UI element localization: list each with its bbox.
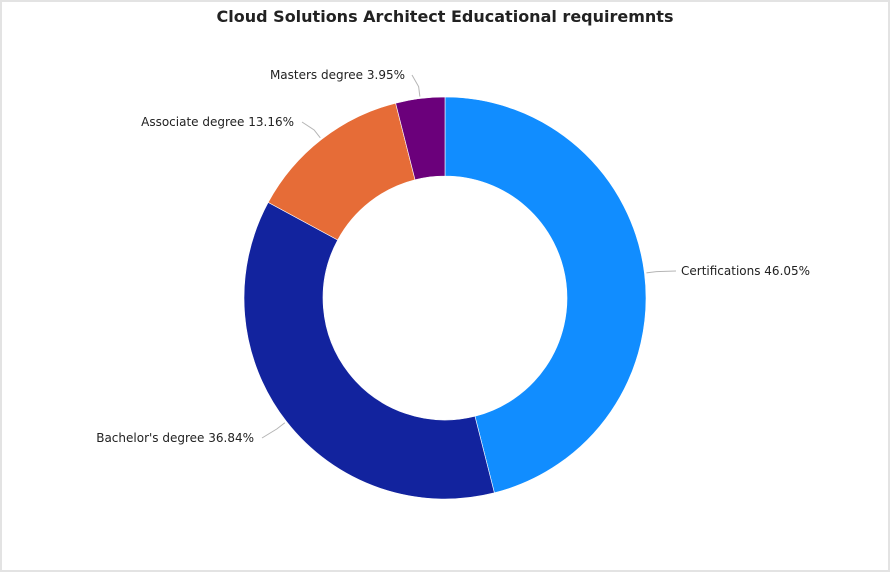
leader-line-1: [261, 422, 286, 439]
slice-3[interactable]: [395, 96, 446, 181]
leader-line-0: [646, 270, 677, 274]
slice-label-2: Associate degree 13.16%: [141, 115, 294, 129]
slice-label-1: Bachelor's degree 36.84%: [96, 431, 254, 445]
leader-line-2: [301, 121, 321, 139]
slice-1[interactable]: [243, 201, 495, 500]
slice-label-0: Certifications 46.05%: [681, 264, 810, 278]
slice-label-3: Masters degree 3.95%: [270, 68, 405, 82]
leader-line-3: [411, 74, 421, 97]
slice-0[interactable]: [444, 96, 647, 494]
chart-title: Cloud Solutions Architect Educational re…: [216, 7, 674, 26]
